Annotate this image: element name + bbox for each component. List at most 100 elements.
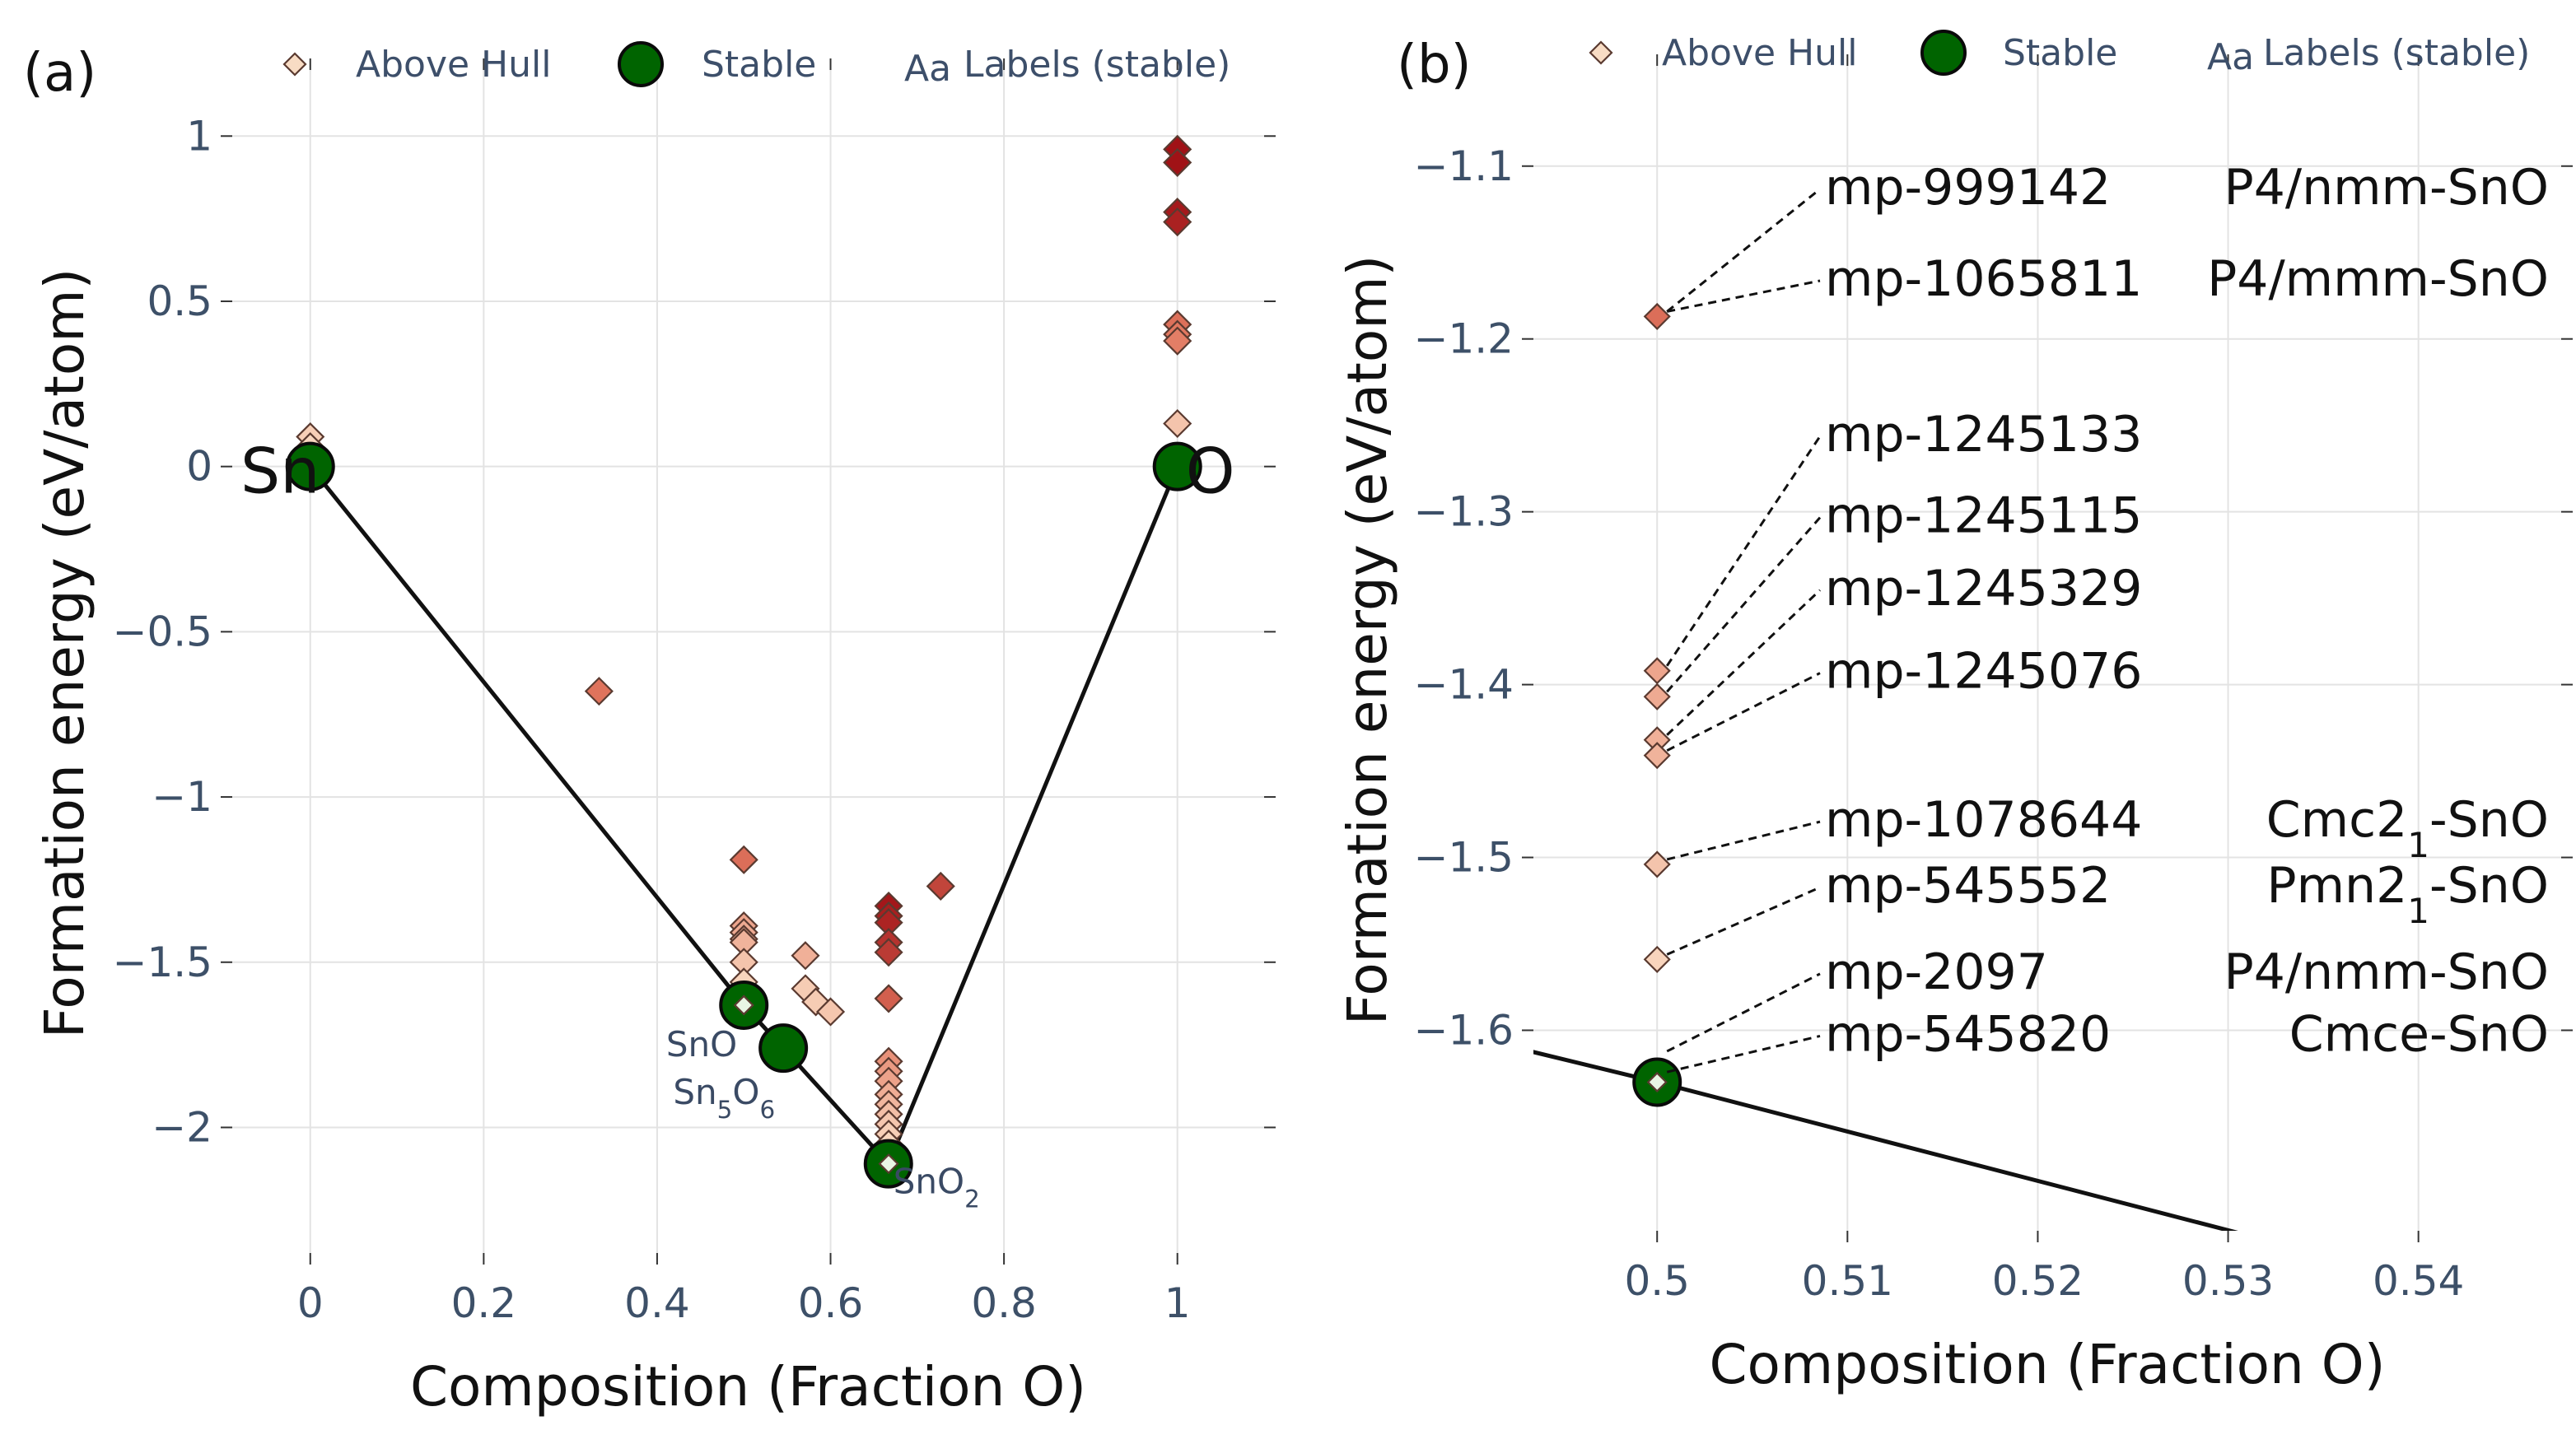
legend-labels-label: Labels (stable) [964, 44, 1230, 86]
annotation-leader [1666, 188, 1821, 313]
above-hull-point [1643, 657, 1671, 685]
y-tick-label: 1 [186, 112, 212, 160]
above-hull-point [1163, 326, 1192, 356]
annotation-leader [1666, 589, 1822, 736]
text-span: -SnO [2429, 791, 2549, 849]
legend-above-hull-label: Above Hull [356, 44, 551, 86]
annotation-leader [1666, 820, 1821, 861]
text-span: SnO [894, 1162, 964, 1202]
stable-point [1152, 441, 1202, 491]
y-tick-label: −1.4 [1414, 661, 1514, 709]
legend-labels-icon: Aa [904, 48, 951, 90]
annotation-id: mp-2097 [1825, 943, 2048, 1001]
above-hull-point [1163, 408, 1192, 439]
above-hull-point-top [1646, 1071, 1668, 1093]
annotation-id: mp-1078644 [1825, 791, 2142, 849]
text-span: P4/mmm-SnO [2207, 250, 2549, 308]
annotation-id: mp-999142 [1825, 159, 2111, 217]
annotation-id: mp-1245133 [1825, 406, 2142, 463]
above-hull-point [1643, 302, 1671, 330]
above-hull-point [874, 938, 903, 967]
above-hull-point [1643, 850, 1671, 878]
legend: Above Hull Stable Aa Labels (stable) [282, 41, 1230, 90]
text-span: P4/nmm-SnO [2224, 943, 2549, 1001]
annotation-leader [1665, 436, 1822, 667]
text-span: 1 [2407, 890, 2429, 930]
legend-stable-marker [1920, 30, 1967, 76]
above-hull-point [1643, 742, 1671, 770]
annotation-phase: Cmce-SnO [2289, 1005, 2549, 1063]
text-span: Cmce-SnO [2289, 1005, 2549, 1063]
y-tick-label: −0.5 [113, 608, 212, 655]
legend-above-hull-label: Above Hull [1662, 32, 1857, 74]
annotation-leader [1666, 972, 1821, 1053]
annotation-phase: P4/nmm-SnO [2224, 943, 2549, 1001]
stable-compound-label: SnO [666, 1024, 737, 1064]
above-hull-point [1643, 682, 1671, 710]
text-span: Cmc2 [2266, 791, 2408, 849]
y-axis-title: Formation energy (eV/atom) [33, 268, 96, 1039]
x-tick-label: 0 [297, 1279, 324, 1327]
text-span: 5 [717, 1096, 733, 1124]
annotation-leader [1666, 279, 1821, 313]
annotation-phase: Pmn21-SnO [2266, 857, 2549, 931]
annotation-phase: P4/mmm-SnO [2207, 250, 2549, 308]
text-span: Sn [673, 1072, 716, 1112]
y-tick-label: −1.3 [1414, 488, 1514, 536]
legend-above-hull-marker [1589, 40, 1613, 65]
stable-point [758, 1023, 809, 1074]
legend-stable-label: Stable [2003, 32, 2117, 74]
above-hull-point [926, 871, 955, 901]
y-tick-label: −2 [152, 1103, 212, 1151]
annotation-leader [1666, 672, 1821, 752]
stable-compound-label: Sn5O6 [673, 1072, 775, 1124]
grid [1533, 66, 2561, 1231]
legend-labels-label: Labels (stable) [2263, 32, 2530, 74]
legend-labels-icon: Aa [2207, 36, 2254, 78]
panel-label: (b) [1397, 35, 1472, 95]
stable-compound-label: SnO2 [894, 1162, 980, 1213]
annotation-id: mp-1245076 [1825, 643, 2142, 701]
y-tick-label: −1 [152, 773, 212, 821]
y-tick-label: 0.5 [147, 277, 212, 325]
panel-b: 0.5 0.51 0.52 0.53 0.54 −1.1 −1.2 −1.3 −1.4 −1.5 −… [1336, 30, 2573, 1396]
grid [232, 70, 1264, 1253]
hull-line [308, 465, 1180, 1168]
axes: 0.5 0.51 0.52 0.53 0.54 −1.1 −1.2 −1.3 −1.4 −1.5 −… [1336, 54, 2573, 1396]
text-span: -SnO [2429, 857, 2549, 915]
above-hull-point [1643, 945, 1671, 973]
annotation-phase: Cmc21-SnO [2266, 791, 2549, 865]
panel-a: 0 0.2 0.4 0.6 0.8 1 1 0.5 0 −0.5 −1 −1.5 −2 Compositi… [23, 41, 1276, 1418]
x-tick-label: 0.2 [451, 1279, 517, 1327]
y-tick-label: −1.5 [113, 939, 212, 986]
text-span: 6 [759, 1096, 775, 1124]
text-span: O [710, 1024, 737, 1064]
y-tick-label: −1.1 [1414, 142, 1514, 190]
above-hull-point [584, 677, 614, 706]
annotation-id: mp-1245115 [1825, 487, 2142, 545]
above-hull-point [874, 984, 903, 1013]
above-hull-point-top [733, 994, 754, 1016]
x-tick-label: 0.6 [798, 1279, 864, 1327]
x-tick-label: 1 [1164, 1279, 1191, 1327]
annotation-phase: P4/nmm-SnO [2224, 159, 2549, 217]
y-axis-title: Formation energy (eV/atom) [1336, 255, 1399, 1026]
annotation-id: mp-1065811 [1825, 250, 2142, 308]
y-tick-label: −1.5 [1414, 834, 1514, 882]
annotation-id: mp-545820 [1825, 1005, 2111, 1063]
x-tick-label: 0.51 [1802, 1257, 1893, 1305]
text-span: 1 [2407, 825, 2429, 865]
legend-stable-label: Stable [702, 44, 816, 86]
stable-point [285, 441, 335, 491]
x-tick-label: 0.52 [1992, 1257, 2084, 1305]
legend-stable-marker [618, 41, 664, 87]
annotation-id: mp-545552 [1825, 857, 2111, 915]
y-tick-label: −1.2 [1414, 315, 1514, 363]
text-span: 2 [964, 1185, 980, 1213]
above-hull-point [1163, 147, 1192, 177]
x-axis-title: Composition (Fraction O) [1709, 1333, 2385, 1396]
text-span: Sn [666, 1024, 710, 1064]
text-span: Pmn2 [2266, 857, 2407, 915]
